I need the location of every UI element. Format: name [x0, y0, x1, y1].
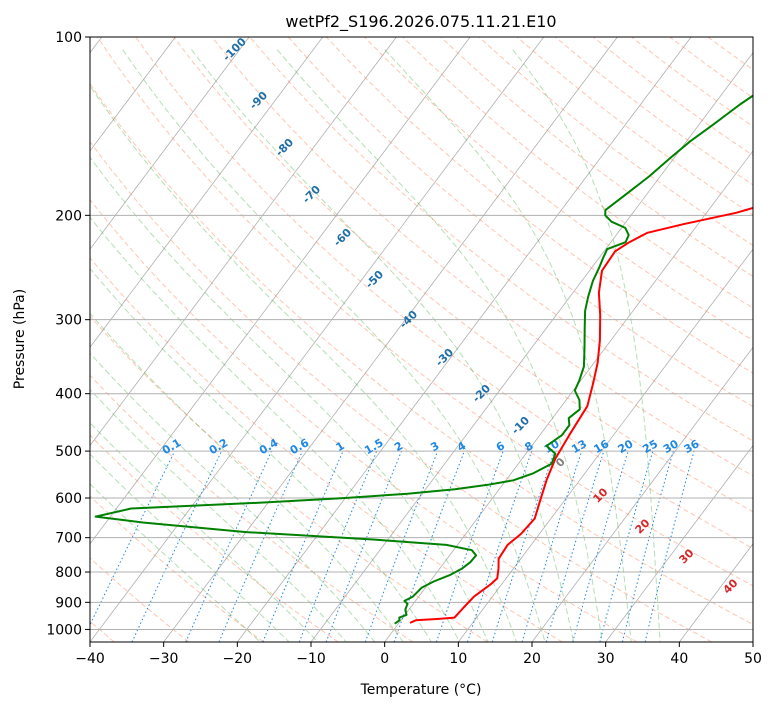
isotherm-line	[384, 150, 753, 642]
x-tick-label: 20	[523, 651, 541, 667]
y-axis: 100 200 300 400 500 600 700 800 900 1000	[46, 30, 90, 638]
y-axis-label: Pressure (hPa)	[12, 289, 28, 389]
isotherm-line	[90, 37, 545, 642]
y-tick-label: 600	[55, 491, 82, 507]
isotherm-line	[605, 444, 753, 642]
moist-adiabat	[512, 49, 661, 642]
isotherm-line	[90, 37, 324, 348]
dry-adiabat	[96, 37, 753, 587]
moist-adiabat	[90, 388, 347, 642]
plot-background	[90, 37, 753, 642]
isotherm-line	[752, 641, 753, 642]
x-tick-label: 0	[380, 651, 389, 667]
mixing-ratio-line	[262, 450, 344, 642]
y-tick-label: 200	[55, 208, 82, 224]
y-tick-label: 800	[55, 565, 82, 581]
moist-adiabat	[90, 422, 319, 642]
isotherm-line	[90, 37, 471, 545]
x-tick-label: 50	[744, 651, 762, 667]
mixing-ratio-line	[364, 450, 439, 642]
moist-adiabat	[90, 216, 461, 642]
mixing-ratio-line	[325, 450, 402, 642]
moist-adiabat	[90, 267, 432, 642]
dry-adiabat	[364, 37, 753, 341]
moist-adiabat	[90, 483, 261, 642]
y-tick-label: 300	[55, 313, 82, 329]
dry-adiabat	[325, 37, 753, 374]
y-tick-label: 700	[55, 531, 82, 547]
mixing-ratio-line	[218, 450, 303, 642]
x-tick-label: 30	[597, 651, 615, 667]
moist-adiabat	[90, 352, 376, 642]
mixing-ratio-line	[90, 450, 176, 626]
mixing-ratio-line	[393, 450, 465, 642]
x-axis-label: Temperature (°C)	[360, 682, 482, 698]
y-tick-label: 900	[55, 595, 82, 611]
mixing-ratio-line	[298, 450, 378, 642]
moist-adiabat	[191, 49, 575, 642]
dry-adiabat	[90, 257, 563, 642]
mixing-ratio-line	[599, 450, 654, 642]
chart-title: wetPf2_S196.2026.075.11.21.E10	[285, 12, 556, 32]
mixing-ratio-line	[467, 450, 533, 642]
plot-frame	[89, 36, 754, 643]
dry-adiabat	[402, 37, 753, 309]
dry-adiabat	[90, 140, 712, 642]
dry-adiabat	[90, 434, 339, 642]
dry-adiabat	[90, 495, 264, 642]
mixing-ratio-line	[572, 450, 629, 642]
isotherm-line	[458, 248, 753, 642]
isotherm-line	[90, 37, 176, 152]
dry-adiabat	[90, 374, 414, 642]
x-tick-label: 40	[670, 651, 688, 667]
isotherm-line	[237, 37, 692, 642]
dry-adiabat	[135, 37, 753, 550]
dry-adiabat	[90, 83, 753, 625]
x-tick-label: −30	[149, 651, 179, 667]
isotherm-line	[163, 37, 618, 642]
mixing-ratio-line	[644, 450, 695, 642]
x-tick-label: 10	[449, 651, 467, 667]
x-axis: −40 −30 −20 −10 0 10 20 30 40 50	[75, 642, 762, 667]
background-lines	[90, 37, 753, 642]
dewpoint-profile-line	[94, 94, 753, 625]
mixing-ratio-line	[491, 450, 555, 642]
moist-adiabat	[90, 85, 517, 642]
mixing-ratio-line	[521, 450, 583, 642]
data-series	[94, 94, 753, 625]
dry-adiabat	[90, 315, 488, 642]
isotherm-line	[90, 37, 397, 447]
isotherm-line	[531, 346, 753, 642]
dry-adiabat	[173, 37, 753, 513]
moist-adiabat	[122, 49, 546, 642]
pressure-gridlines	[90, 37, 753, 630]
y-tick-label: 500	[55, 444, 82, 460]
y-tick-label: 100	[55, 30, 82, 46]
x-tick-label: −20	[223, 651, 253, 667]
dry-adiabat	[90, 198, 638, 642]
dry-adiabat	[249, 37, 753, 442]
x-tick-label: −10	[296, 651, 326, 667]
dry-adiabat	[90, 557, 190, 642]
temperature-profile-line	[409, 206, 753, 624]
mixing-ratio-line	[185, 450, 272, 642]
moist-adiabat	[90, 312, 404, 642]
mixing-ratio-line	[545, 450, 605, 642]
moist-adiabat	[276, 49, 603, 642]
moist-adiabat	[384, 49, 632, 642]
isotherm-line	[90, 37, 250, 250]
dry-adiabat	[211, 37, 753, 477]
x-tick-label: −40	[75, 651, 105, 667]
mixing-ratio-line	[621, 450, 674, 642]
y-tick-label: 400	[55, 387, 82, 403]
y-tick-label: 1000	[46, 622, 82, 638]
